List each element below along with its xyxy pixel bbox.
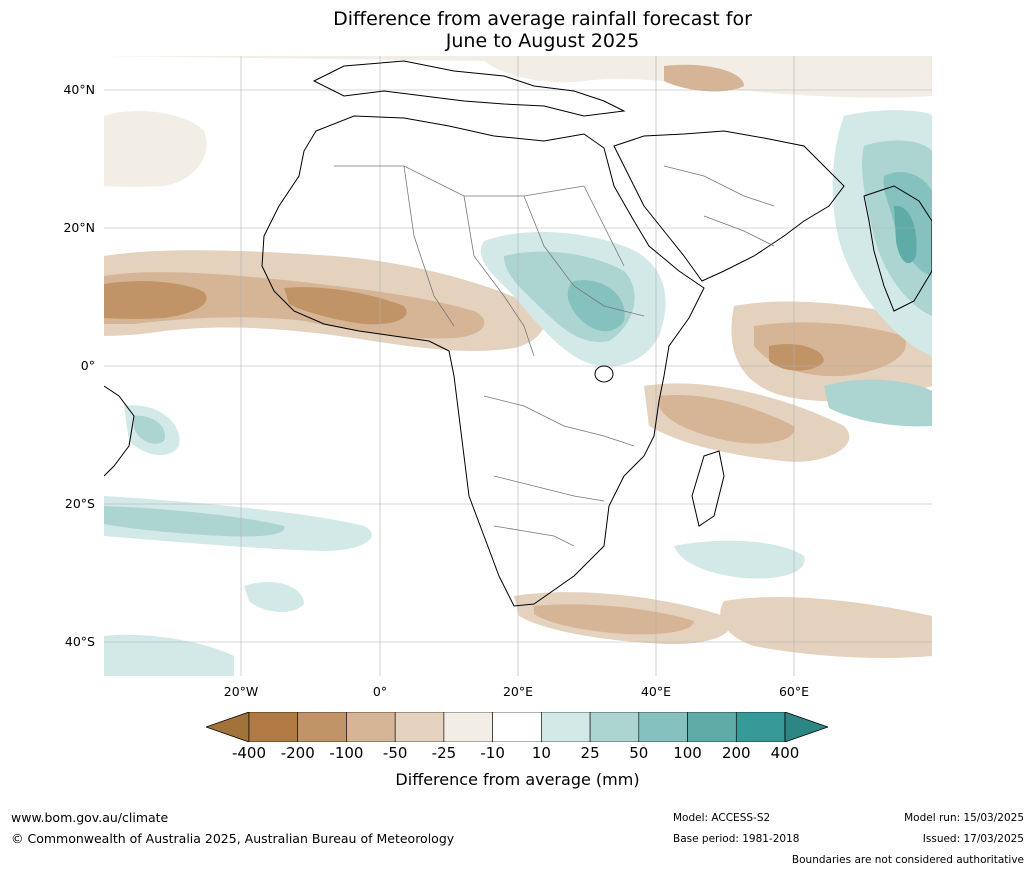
footer-issued: Issued: 17/03/2025 [922,833,1024,845]
lon-label-20w: 20°W [223,684,259,699]
legend-tick-label: -25 [431,744,457,762]
rainfall-map [104,56,932,676]
legend-tick-label: 10 [531,744,551,762]
footer-model-run: Model run: 15/03/2025 [904,812,1024,824]
legend-segment [735,711,786,743]
lat-label-0: 0° [80,358,95,373]
legend-tick-label: -100 [329,744,364,762]
dry-anomalies [104,56,932,658]
map-canvas [104,56,932,676]
title-line-1: Difference from average rainfall forecas… [333,8,752,30]
lon-label-40e: 40°E [640,684,672,699]
legend-segment [492,711,542,743]
legend-svg [204,711,830,743]
footer-disclaimer: Boundaries are not considered authoritat… [791,854,1024,866]
legend-segment [687,711,737,743]
footer-model: Model: ACCESS-S2 [673,812,771,824]
legend-tick-label: 200 [721,744,751,762]
legend-tick-label: -10 [480,744,505,762]
madagascar-coastline [691,450,725,527]
lat-label-20n: 20°N [63,220,95,235]
legend-segment [346,711,396,743]
legend-segment [297,711,347,743]
legend-tick-label: 100 [673,744,702,762]
country-borders [334,165,775,547]
lat-label-20s: 20°S [64,496,95,511]
legend-segment [638,711,688,743]
footer-base-period: Base period: 1981-2018 [673,833,800,845]
legend-arrow-low [204,711,250,743]
legend-arrow-high [784,711,830,743]
africa-coastline [261,115,705,607]
india-coastline [863,185,932,312]
footer-copyright: © Commonwealth of Australia 2025, Austra… [11,831,455,846]
legend-title: Difference from average (mm) [395,770,640,789]
title-line-2: June to August 2025 [445,30,640,52]
south-america-coastline [104,385,135,477]
lat-label-40n: 40°N [63,82,95,97]
legend-segment [541,711,591,743]
legend-tick-label: 25 [580,744,600,762]
legend-tick-label: 400 [770,744,800,762]
legend-segment [248,711,299,743]
arabia-coastline [613,130,845,282]
lon-label-20e: 20°E [502,684,534,699]
legend-colorbar [204,711,830,743]
legend-tick-label: -200 [280,744,315,762]
europe-coastline [312,60,626,117]
lon-label-60e: 60°E [778,684,810,699]
legend-segment [589,711,640,743]
map-title: Difference from average rainfall forecas… [0,8,1035,52]
legend-segment [443,711,493,743]
footer-url[interactable]: www.bom.gov.au/climate [11,810,169,825]
lat-label-40s: 40°S [64,634,95,649]
legend-segment [394,711,445,743]
legend-tick-label: 50 [629,744,649,762]
lon-label-0: 0° [372,684,388,699]
graticule [104,56,932,676]
legend-tick-label: -50 [382,744,408,762]
lake-victoria [594,365,614,383]
legend-tick-label: -400 [231,744,267,762]
